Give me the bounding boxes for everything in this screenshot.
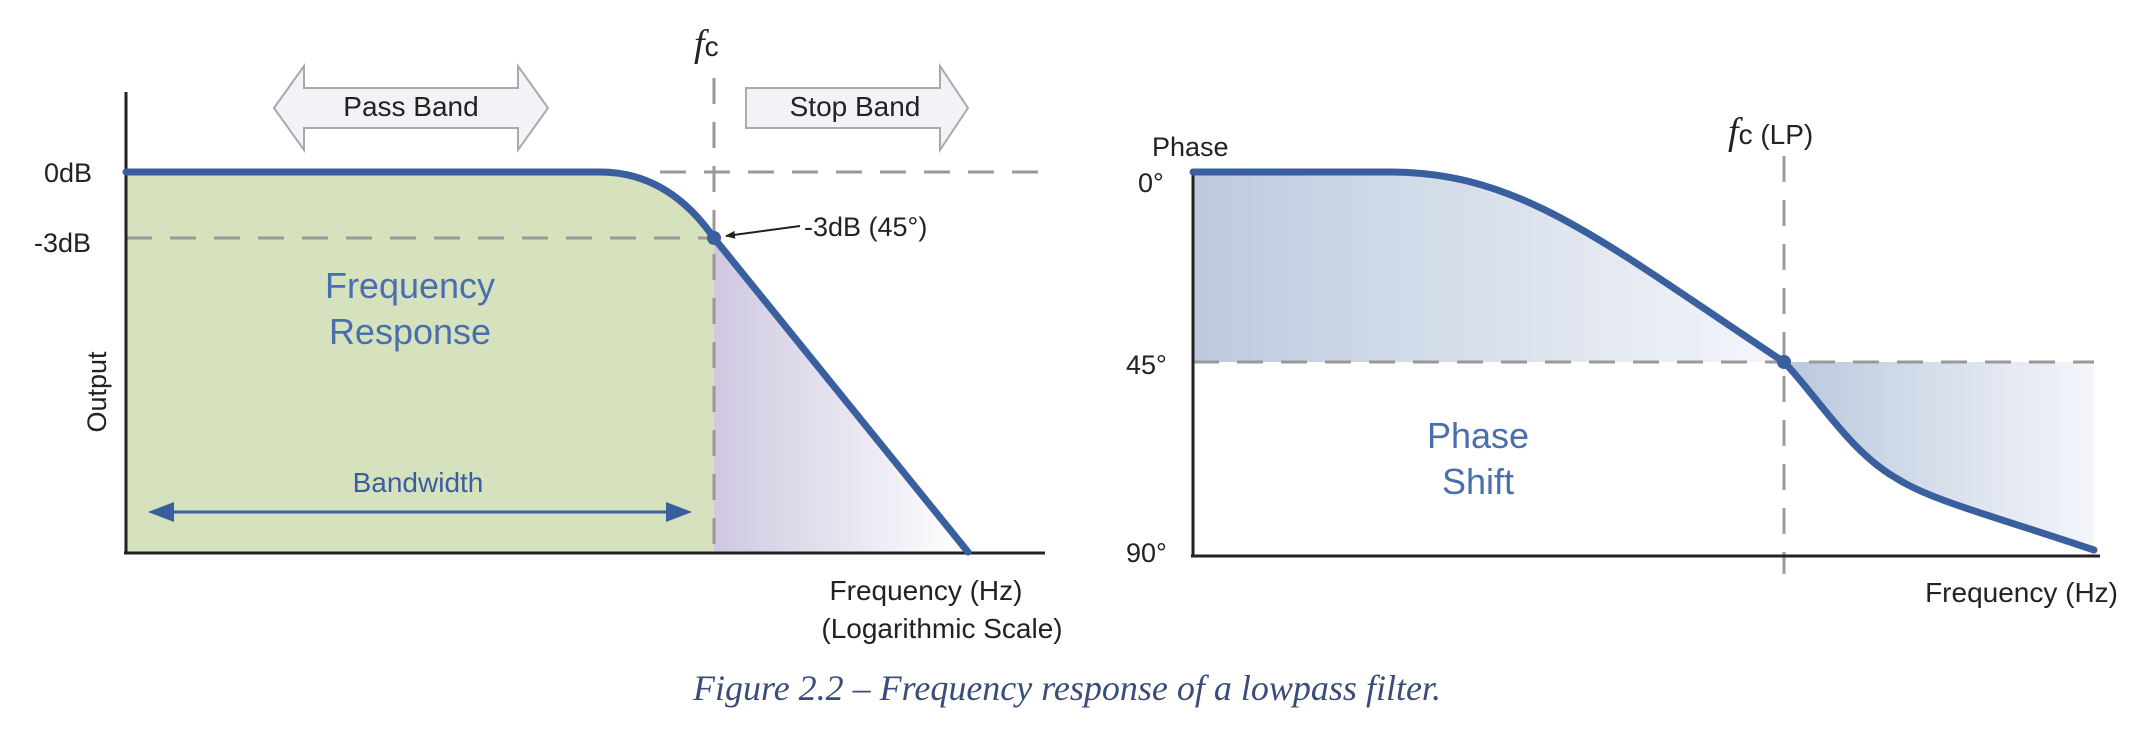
stop-band-label: Stop Band xyxy=(790,91,921,122)
phase-cutoff-marker xyxy=(1777,355,1791,369)
response-x-axis-label-line2: (Logarithmic Scale) xyxy=(821,613,1062,644)
stop-band-indicator: Stop Band xyxy=(745,62,970,154)
stop-band-arrow xyxy=(745,62,970,154)
phase-shift-region-upper xyxy=(1193,172,1784,362)
bandwidth-arrow xyxy=(148,502,692,522)
phase-x-axis-label: Frequency (Hz) xyxy=(1925,577,2118,608)
response-curve xyxy=(122,168,972,556)
phase-shift-label-line2: Shift xyxy=(1442,461,1514,502)
figure-caption: Figure 2.2 – Frequency response of a low… xyxy=(692,668,1441,708)
y-tick-minus3db: -3dB xyxy=(34,228,91,258)
marker-annotation-arrow xyxy=(725,225,801,239)
bandwidth-label: Bandwidth xyxy=(353,467,484,498)
pass-band-arrow xyxy=(272,62,550,154)
phase-shift-label-line1: Phase xyxy=(1427,415,1529,456)
pass-band-label: Pass Band xyxy=(343,91,478,122)
response-y-axis-label: Output xyxy=(82,351,112,433)
response-plot: -3dB (45°) 0dB -3dB Output fc Pass Band … xyxy=(34,23,1063,644)
phase-y-tick-90: 90° xyxy=(1126,538,1167,568)
frequency-response-label-line2: Response xyxy=(329,311,491,352)
cutoff-point-marker xyxy=(707,231,721,245)
phase-y-tick-45: 45° xyxy=(1126,350,1167,380)
phase-plot: Phase 0° 45° 90° fc (LP) Phase Shift Fre… xyxy=(1126,111,2118,608)
phase-curve xyxy=(1189,168,2098,554)
passband-region xyxy=(126,172,714,552)
fc-label: fc xyxy=(694,23,719,65)
response-x-axis-label-line1: Frequency (Hz) xyxy=(830,575,1023,606)
phase-y-tick-0: 0° xyxy=(1138,168,1164,198)
frequency-response-label-line1: Frequency xyxy=(325,265,495,306)
phase-shift-region-lower xyxy=(1784,362,2094,550)
marker-annotation-label: -3dB (45°) xyxy=(804,212,927,242)
phase-y-axis-label: Phase xyxy=(1152,132,1229,162)
y-tick-0db: 0dB xyxy=(44,158,92,188)
pass-band-indicator: Pass Band xyxy=(272,62,550,154)
phase-fc-label: fc (LP) xyxy=(1728,111,1813,153)
